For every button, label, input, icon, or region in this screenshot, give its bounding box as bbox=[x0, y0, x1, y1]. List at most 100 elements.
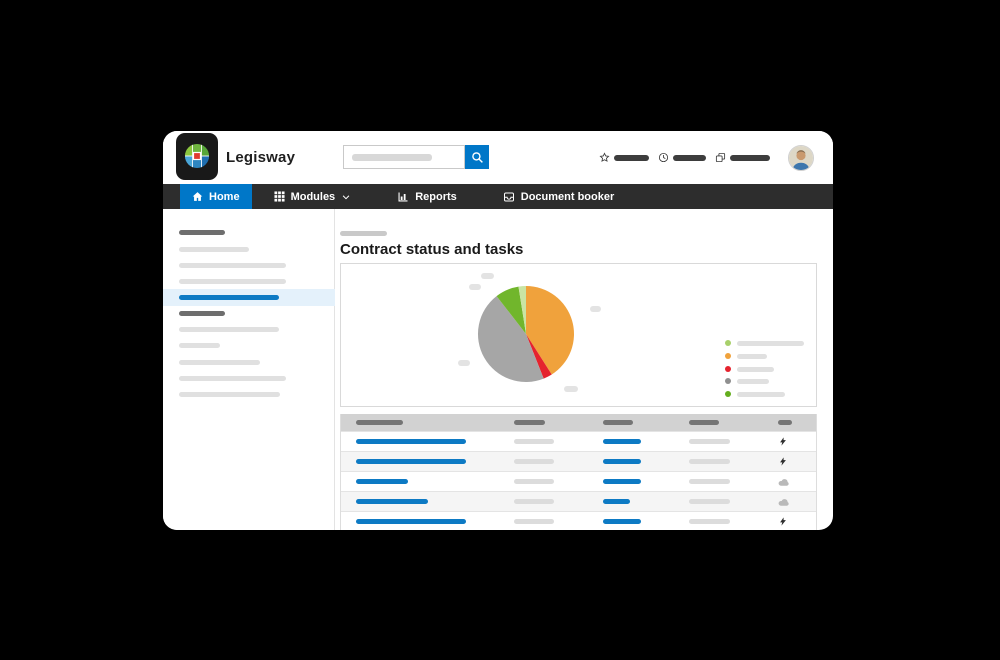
chart-label-skeleton bbox=[469, 284, 481, 290]
search-input[interactable] bbox=[343, 145, 465, 169]
breadcrumb-skeleton bbox=[340, 231, 387, 236]
main-nav: Home Modules Reports bbox=[163, 184, 833, 209]
sidebar-item-skeleton[interactable] bbox=[179, 360, 260, 365]
brand-name: Legisway bbox=[226, 149, 296, 166]
table-row[interactable] bbox=[341, 511, 816, 530]
chart-label-skeleton bbox=[481, 273, 494, 279]
legend-dot bbox=[725, 366, 731, 372]
sidebar-item-skeleton[interactable] bbox=[179, 263, 286, 268]
sidebar-section-skeleton bbox=[179, 311, 225, 316]
search-placeholder-skeleton bbox=[352, 153, 432, 161]
tasks-table bbox=[340, 414, 817, 530]
avatar[interactable] bbox=[788, 144, 814, 171]
cell-text-skeleton bbox=[514, 479, 554, 484]
cell-text-skeleton bbox=[514, 519, 554, 524]
home-icon bbox=[192, 192, 203, 201]
gray-slice bbox=[477, 296, 544, 383]
topbar-skeleton bbox=[730, 154, 770, 161]
lightning-icon bbox=[780, 437, 786, 446]
nav-item-modules[interactable]: Modules bbox=[262, 184, 364, 209]
cloud-icon bbox=[778, 498, 789, 506]
cloud-icon bbox=[778, 478, 789, 486]
light-green-slice bbox=[518, 286, 526, 334]
legend-label-skeleton bbox=[737, 340, 804, 346]
recent-action[interactable] bbox=[658, 152, 706, 163]
search-icon bbox=[471, 151, 483, 163]
cell-link-skeleton[interactable] bbox=[603, 519, 641, 524]
legend-label-skeleton bbox=[737, 366, 774, 372]
nav-label: Reports bbox=[415, 190, 457, 203]
star-icon bbox=[599, 152, 610, 162]
sidebar-item-skeleton[interactable] bbox=[179, 327, 279, 332]
inbox-icon bbox=[503, 192, 514, 201]
nav-label: Modules bbox=[290, 190, 336, 203]
cell-link-skeleton[interactable] bbox=[603, 479, 641, 484]
sidebar-item-skeleton[interactable] bbox=[179, 279, 286, 284]
sidebar-item-skeleton[interactable] bbox=[179, 247, 249, 252]
nav-item-home[interactable]: Home bbox=[180, 184, 252, 209]
favorites-action[interactable] bbox=[599, 152, 649, 163]
table-row[interactable] bbox=[341, 451, 816, 471]
legend-dot bbox=[725, 353, 731, 359]
cell-link-skeleton[interactable] bbox=[356, 439, 466, 444]
cell-text-skeleton bbox=[689, 459, 730, 464]
chevron-down-icon bbox=[342, 194, 350, 199]
sidebar-item-skeleton[interactable] bbox=[179, 392, 280, 397]
cell-text-skeleton bbox=[689, 499, 730, 504]
cell-link-skeleton[interactable] bbox=[356, 459, 466, 464]
green-slice bbox=[496, 286, 526, 334]
cell-text-skeleton bbox=[514, 499, 554, 504]
user-photo bbox=[789, 145, 813, 170]
clock-icon bbox=[658, 152, 669, 163]
copy-icon bbox=[715, 152, 726, 163]
orange-slice bbox=[526, 286, 575, 375]
cell-link-skeleton[interactable] bbox=[603, 439, 641, 444]
legend-label-skeleton bbox=[737, 378, 769, 384]
legend-dot bbox=[725, 391, 731, 397]
table-header bbox=[341, 414, 816, 431]
lightning-icon bbox=[780, 517, 786, 526]
cell-link-skeleton[interactable] bbox=[603, 459, 641, 464]
sidebar-item-skeleton[interactable] bbox=[179, 343, 220, 348]
nav-item-reports[interactable]: Reports bbox=[385, 184, 469, 209]
chart-card bbox=[340, 263, 817, 407]
table-row[interactable] bbox=[341, 491, 816, 511]
cell-text-skeleton bbox=[689, 479, 730, 484]
cell-link-skeleton[interactable] bbox=[603, 499, 630, 504]
chart-label-skeleton bbox=[564, 386, 578, 392]
red-slice bbox=[526, 334, 552, 379]
wolters-kluwer-globe-icon bbox=[185, 144, 209, 168]
table-row[interactable] bbox=[341, 431, 816, 451]
legisway-logo[interactable] bbox=[176, 133, 218, 180]
nav-label: Document booker bbox=[520, 190, 615, 203]
table-row[interactable] bbox=[341, 471, 816, 491]
search-button[interactable] bbox=[465, 145, 489, 169]
column-header-skeleton bbox=[689, 420, 719, 425]
cell-link-skeleton[interactable] bbox=[356, 479, 408, 484]
content: Contract status and tasks bbox=[163, 209, 833, 530]
legend-label-skeleton bbox=[737, 391, 785, 397]
sidebar-item-skeleton[interactable] bbox=[179, 295, 279, 300]
app-window: Legisway bbox=[163, 131, 833, 530]
nav-item-document-booker[interactable]: Document booker bbox=[491, 184, 627, 209]
nav-label: Home bbox=[209, 190, 240, 203]
column-header-skeleton bbox=[356, 420, 403, 425]
legend-dot bbox=[725, 378, 731, 384]
main-panel: Contract status and tasks bbox=[335, 209, 833, 530]
links-action[interactable] bbox=[715, 152, 770, 163]
bar-chart-icon bbox=[398, 192, 408, 201]
legend-label-skeleton bbox=[737, 353, 767, 359]
cell-text-skeleton bbox=[689, 519, 730, 524]
sidebar-item-skeleton[interactable] bbox=[179, 376, 286, 381]
contract-status-pie-chart bbox=[477, 286, 575, 383]
chart-label-skeleton bbox=[590, 306, 601, 312]
column-header-skeleton bbox=[778, 420, 792, 425]
topbar-skeleton bbox=[673, 154, 706, 161]
legend-dot bbox=[725, 340, 731, 346]
page-title: Contract status and tasks bbox=[340, 241, 524, 258]
topbar-skeleton bbox=[614, 154, 649, 161]
sidebar-section-skeleton bbox=[179, 230, 225, 235]
column-header-skeleton bbox=[514, 420, 545, 425]
cell-link-skeleton[interactable] bbox=[356, 519, 466, 524]
cell-link-skeleton[interactable] bbox=[356, 499, 428, 504]
